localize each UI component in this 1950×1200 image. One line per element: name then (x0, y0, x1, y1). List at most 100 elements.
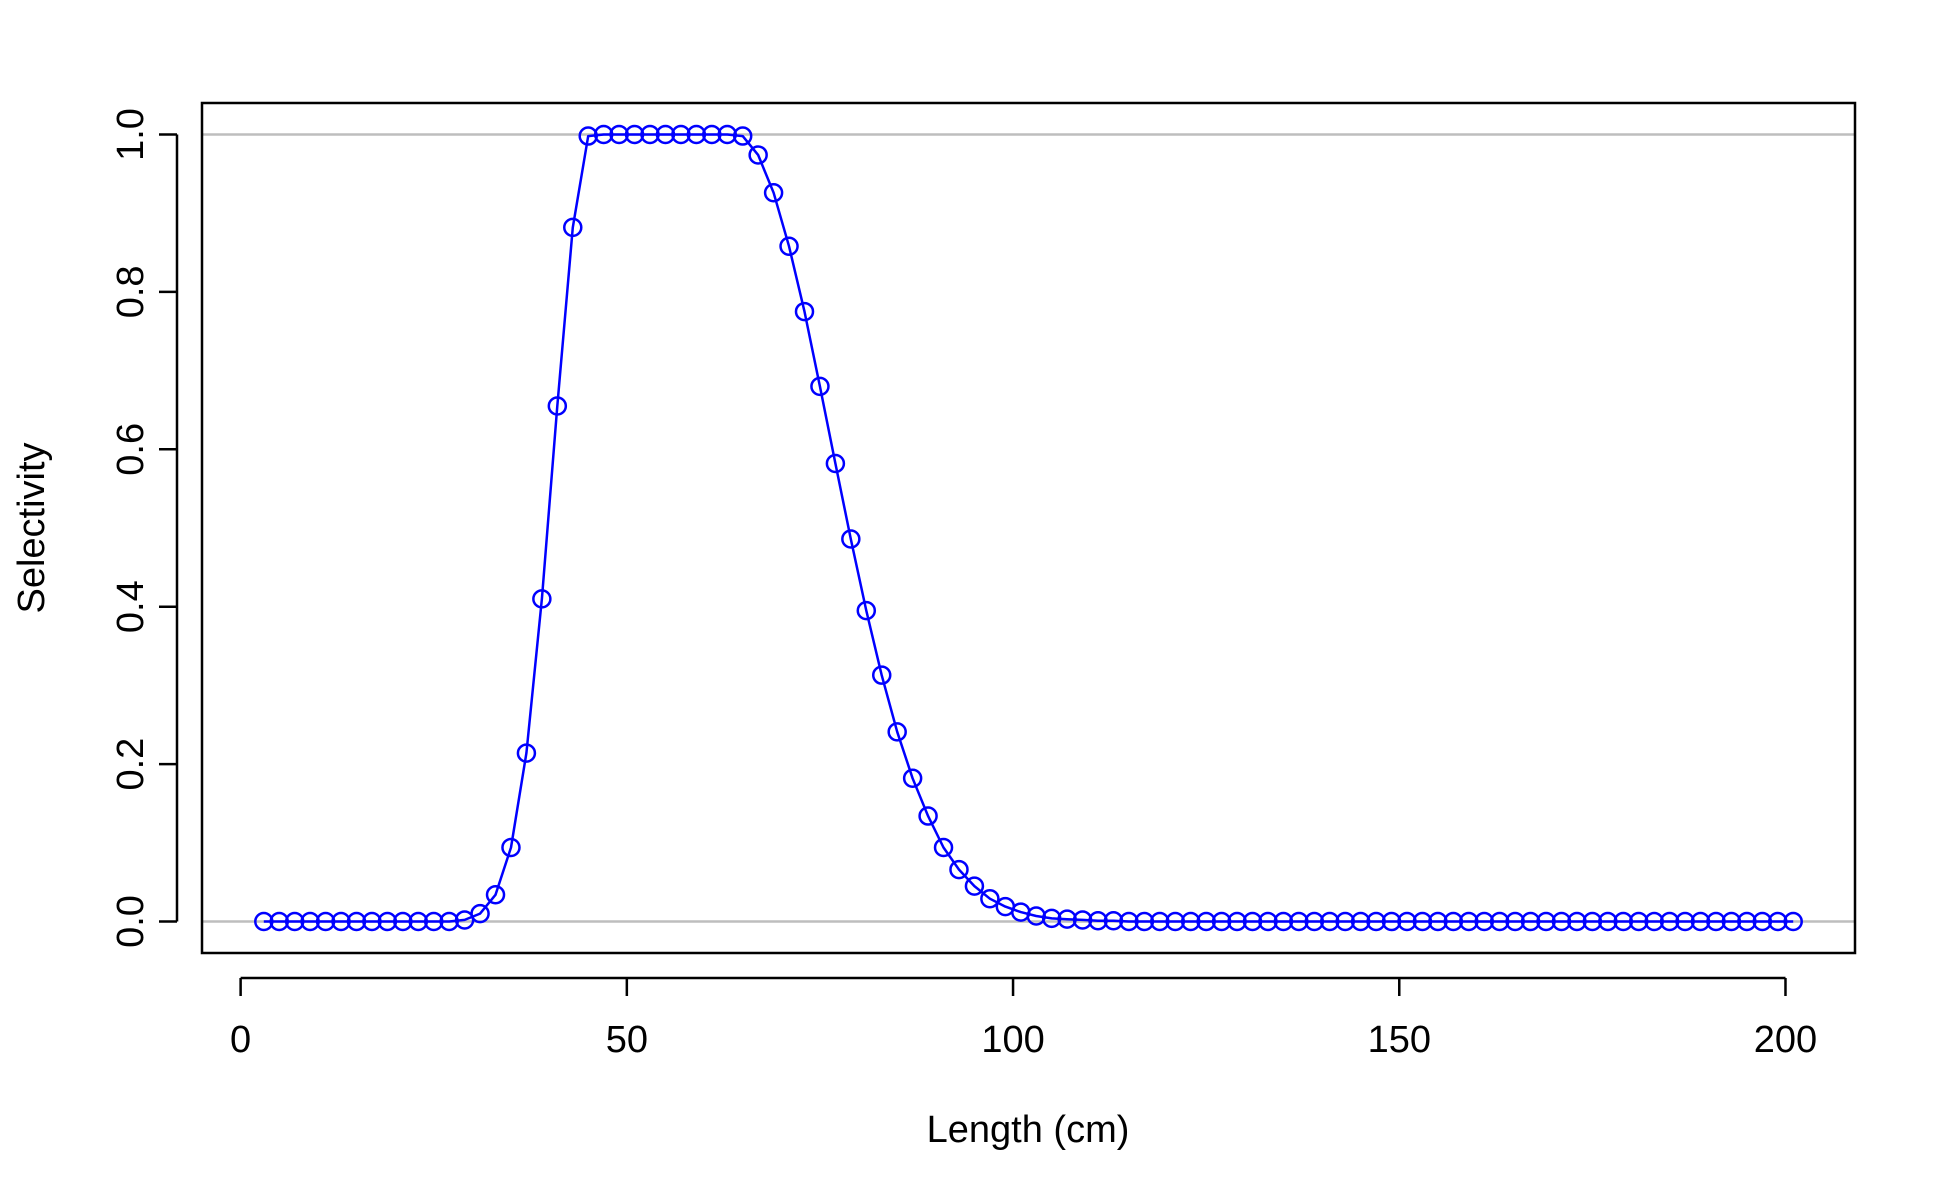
data-point (918, 806, 938, 826)
data-point (362, 911, 382, 932)
x-tick-label: 0 (230, 1019, 251, 1061)
data-point (1119, 911, 1139, 932)
data-point (1088, 910, 1108, 931)
data-point (1103, 910, 1124, 931)
data-point (702, 124, 722, 145)
data-point (964, 876, 985, 896)
data-point (300, 911, 320, 932)
data-point (423, 911, 444, 932)
data-point (1289, 911, 1309, 932)
data-point (779, 236, 799, 256)
data-point (578, 126, 598, 146)
data-point (1659, 911, 1680, 932)
data-point (825, 453, 846, 474)
data-point (1304, 911, 1325, 932)
data-point (1180, 911, 1201, 932)
data-point (1551, 911, 1572, 932)
plot-frame (200, 101, 1857, 955)
data-point (516, 743, 537, 763)
data-point (563, 217, 583, 238)
data-point (254, 911, 274, 932)
data-point (1381, 911, 1402, 932)
data-point (408, 911, 429, 932)
data-point (547, 396, 568, 416)
y-tick-label: 0.8 (110, 265, 152, 318)
data-point (624, 124, 645, 145)
data-point (810, 376, 830, 397)
data-point (1737, 911, 1757, 932)
data-point (841, 529, 861, 549)
data-point (377, 911, 398, 932)
data-point (532, 589, 552, 609)
data-point (1443, 911, 1464, 932)
y-axis-title: Selectivity (11, 442, 53, 613)
data-point (1505, 911, 1525, 932)
data-point (284, 911, 305, 932)
y-axis: 0.0 0.2 0.4 0.6 0.8 1.0 (110, 108, 179, 948)
data-point (1335, 911, 1355, 932)
data-point (1057, 909, 1077, 929)
x-tick-label: 200 (1754, 1019, 1817, 1061)
data-point (1211, 911, 1232, 932)
data-point (1165, 911, 1186, 932)
data-point (671, 124, 691, 145)
data-point (315, 911, 336, 932)
data-point (655, 124, 676, 145)
data-point (1041, 908, 1062, 929)
data-point (1706, 911, 1726, 932)
data-point (485, 885, 506, 905)
data-point (732, 126, 753, 146)
series-layer (254, 124, 1803, 932)
data-point (1412, 911, 1433, 932)
data-point (933, 837, 954, 858)
data-point (1474, 911, 1494, 932)
data-point (1536, 911, 1556, 932)
x-tick-label: 150 (1368, 1019, 1431, 1061)
data-point (1072, 910, 1093, 930)
data-point (748, 145, 768, 165)
data-point (1350, 911, 1371, 932)
data-point (269, 911, 289, 932)
data-point (763, 182, 784, 203)
x-axis-title: Length (cm) (927, 1109, 1130, 1151)
data-point (1150, 911, 1170, 932)
data-point (1582, 911, 1603, 932)
data-point (1397, 911, 1417, 932)
data-point (1196, 911, 1216, 932)
data-point (1227, 911, 1247, 932)
data-point (609, 124, 629, 145)
y-tick-label: 0.2 (110, 738, 152, 791)
data-point (1752, 911, 1773, 932)
data-point (949, 859, 969, 880)
data-point (1319, 911, 1340, 932)
data-point (1628, 911, 1649, 932)
data-point (1520, 911, 1541, 932)
data-point (1134, 911, 1155, 932)
data-point (1428, 911, 1448, 932)
data-point (1242, 911, 1263, 932)
data-point (1690, 911, 1711, 932)
x-axis: 0 50 100 150 200 (230, 976, 1817, 1061)
data-point (902, 768, 923, 789)
y-tick-label: 1.0 (110, 108, 152, 161)
data-point (346, 911, 367, 932)
data-point (794, 301, 815, 322)
x-tick-label: 50 (606, 1019, 648, 1061)
data-point (1768, 911, 1788, 932)
y-tick-label: 0.0 (110, 895, 152, 948)
data-point (1613, 911, 1634, 932)
data-point (1644, 911, 1664, 932)
x-tick-label: 100 (981, 1019, 1044, 1061)
data-point (640, 124, 660, 145)
data-point (1721, 911, 1742, 932)
data-point (1273, 911, 1294, 932)
y-tick-label: 0.6 (110, 423, 152, 476)
data-point (871, 665, 892, 685)
data-point (1459, 911, 1479, 932)
data-point (686, 124, 707, 145)
data-point (593, 124, 614, 145)
data-point (1567, 911, 1587, 932)
y-tick-label: 0.4 (110, 580, 152, 633)
